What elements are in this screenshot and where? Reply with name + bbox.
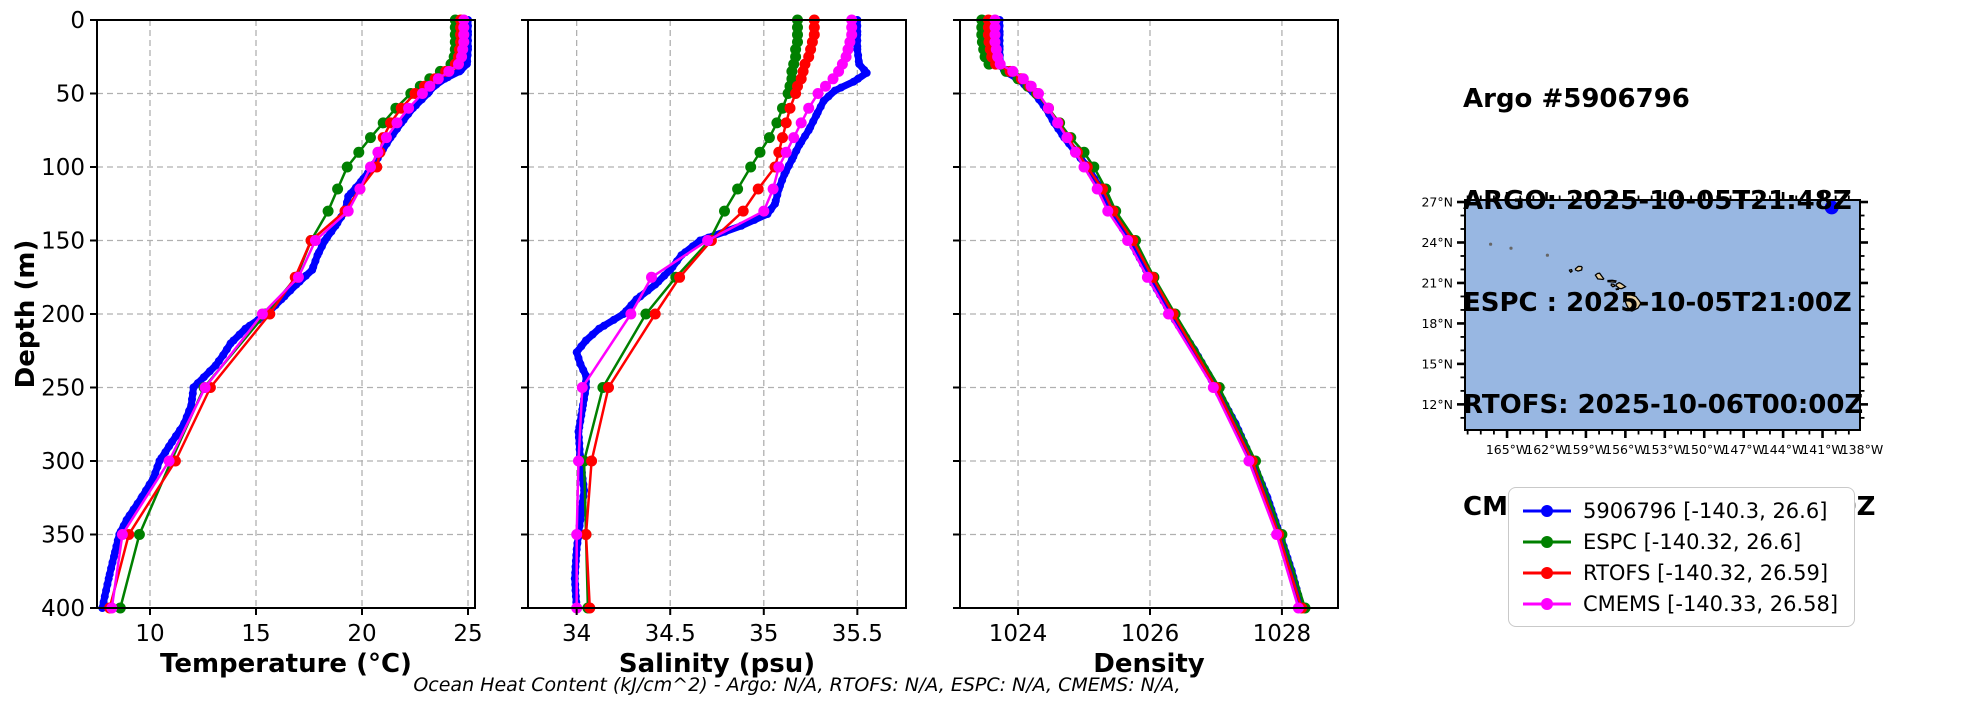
x-axis-label: Temperature (°C) [160, 649, 412, 679]
legend-entry-rtofs: RTOFS [-140.32, 26.59] [1521, 559, 1838, 586]
legend-entry-espc: ESPC [-140.32, 26.6] [1521, 528, 1838, 555]
title-line-float-id: Argo #5906796 [1463, 84, 1690, 114]
map-lon-label: 162°W [1525, 442, 1567, 457]
legend-entry-cmems: CMEMS [-140.33, 26.58] [1521, 590, 1838, 617]
legend-marker-icon [1523, 535, 1571, 548]
island-maui [1615, 281, 1627, 290]
x-tick-label: 34.5 [645, 621, 696, 647]
legend-entry-5906796: 5906796 [-140.3, 26.6] [1521, 497, 1838, 524]
islet [1545, 253, 1549, 257]
legend-marker-icon [1523, 504, 1571, 517]
x-tick-label: 1026 [1121, 621, 1180, 647]
depth-tick-label: 100 [41, 155, 85, 181]
map-lat-label: 21°N [1421, 275, 1453, 290]
island-kahoolawe [1615, 287, 1620, 291]
title-line-espc-time: ESPC : 2025-10-05T21:00Z [1463, 288, 1852, 318]
map-lat-label: 15°N [1421, 356, 1453, 371]
islet [1509, 246, 1513, 250]
island-niihau [1568, 268, 1573, 274]
title-line-rtofs-time: RTOFS: 2025-10-06T00:00Z [1463, 390, 1864, 420]
legend: 5906796 [-140.3, 26.6] ESPC [-140.32, 26.… [1508, 487, 1856, 627]
location-map: 165°W162°W159°W156°W153°W150°W147°W144°W… [1421, 192, 1883, 457]
temperature-panel: 10 15 20 25050100150200250300350400Temperat… [11, 8, 483, 679]
legend-marker-icon [1523, 566, 1571, 579]
map-lat-label: 24°N [1421, 235, 1453, 250]
x-tick-label: 20 [347, 621, 376, 647]
map-lat-label: 12°N [1421, 397, 1453, 412]
map-lon-label: 147°W [1722, 442, 1764, 457]
islet [1489, 242, 1493, 246]
series-cmems [989, 14, 1304, 614]
depth-tick-label: 150 [41, 229, 85, 255]
x-tick-label: 34 [562, 621, 591, 647]
ocean-heat-content-note: Ocean Heat Content (kJ/cm^2) - Argo: N/A… [413, 674, 1181, 696]
depth-tick-label: 50 [56, 82, 85, 108]
island-hawaii [1624, 292, 1642, 312]
series-5906796 [98, 16, 472, 612]
legend-marker-icon [1523, 597, 1571, 610]
island-lanai [1610, 283, 1616, 288]
map-lon-label: 141°W [1801, 442, 1843, 457]
legend-label: 5906796 [-140.3, 26.6] [1583, 498, 1828, 523]
map-lon-label: 144°W [1762, 442, 1804, 457]
gridlines [960, 19, 1338, 609]
map-lon-label: 165°W [1486, 442, 1528, 457]
map-lon-label: 138°W [1841, 442, 1883, 457]
legend-label: CMEMS [-140.33, 26.58] [1583, 591, 1839, 616]
x-tick-label: 1024 [989, 621, 1048, 647]
title-line-argo-time: ARGO: 2025-10-05T21:48Z [1463, 186, 1852, 216]
map-lat-label: 27°N [1421, 195, 1453, 210]
x-tick-label: 25 [453, 621, 482, 647]
x-tick-label: 1028 [1253, 621, 1312, 647]
map-lat-label: 18°N [1421, 316, 1453, 331]
y-axis-label: Depth (m) [11, 240, 41, 389]
island-kauai [1574, 265, 1583, 272]
x-tick-label: 35 [749, 621, 778, 647]
map-lon-label: 153°W [1644, 442, 1686, 457]
legend-label: RTOFS [-140.32, 26.59] [1583, 560, 1829, 585]
map-lon-label: 150°W [1683, 442, 1725, 457]
depth-tick-label: 350 [41, 523, 85, 549]
title-block: Argo #5906796 ARGO: 2025-10-05T21:48Z ES… [1463, 14, 1875, 592]
series-cmems [571, 14, 858, 614]
x-axis-label: Salinity (psu) [619, 649, 815, 679]
float-position-marker [1824, 200, 1839, 215]
x-axis-label: Density [1093, 649, 1205, 679]
map-lon-label: 156°W [1604, 442, 1646, 457]
salinity-panel: 34 34.5 35 35.5 Salinity (psu) [521, 14, 907, 679]
island-molokai [1607, 279, 1617, 283]
depth-tick-label: 300 [41, 449, 85, 475]
depth-tick-label: 200 [41, 302, 85, 328]
depth-tick-label: 0 [70, 8, 85, 34]
legend-label: ESPC [-140.32, 26.6] [1583, 529, 1802, 554]
depth-tick-label: 400 [41, 596, 85, 622]
island-oahu [1594, 272, 1605, 281]
x-tick-label: 10 [135, 621, 164, 647]
map-ocean [1465, 200, 1860, 430]
series-cmems [106, 14, 470, 614]
map-lon-label: 159°W [1565, 442, 1607, 457]
x-tick-label: 15 [241, 621, 270, 647]
density-panel: 1024 1026 1028 Density [953, 14, 1339, 679]
depth-tick-label: 250 [41, 376, 85, 402]
x-tick-label: 35.5 [832, 621, 883, 647]
